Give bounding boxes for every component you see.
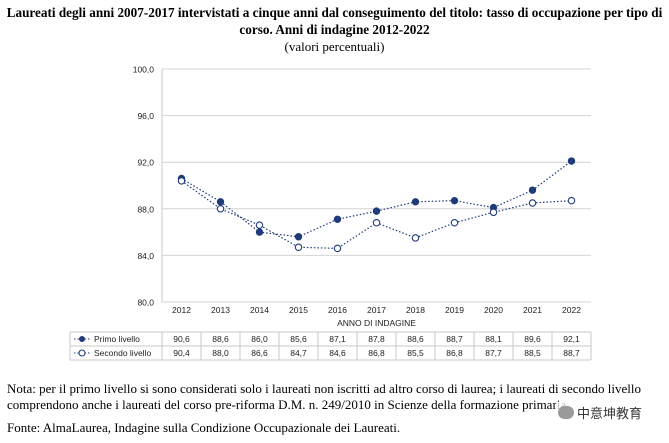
data-point-secondo-livello — [216, 205, 225, 213]
x-tick-label: 2015 — [289, 305, 308, 315]
x-tick-label: 2019 — [445, 305, 464, 315]
x-tick-label: 2017 — [367, 305, 386, 315]
data-label: 88,7 — [446, 334, 463, 344]
y-axis-ticks: 100,0 96,0 92,0 88,0 84,0 80,0 — [133, 65, 155, 308]
data-label: 88,6 — [212, 334, 229, 344]
data-point-secondo-livello — [333, 244, 342, 253]
data-point-secondo-livello — [489, 208, 498, 217]
x-tick-label: 2021 — [523, 305, 542, 315]
data-label: 86,8 — [446, 348, 463, 358]
data-point-primo-livello — [450, 196, 459, 205]
data-point-primo-livello — [567, 157, 576, 165]
data-label: 88,6 — [407, 334, 424, 344]
y-tick-label: 84,0 — [137, 251, 154, 261]
data-label: 92,1 — [563, 334, 580, 344]
data-label: 85,5 — [407, 348, 424, 358]
data-label: 88,1 — [485, 334, 502, 344]
chart-subtitle: (valori percentuali) — [284, 39, 385, 54]
legend-marker-secondo-livello — [78, 349, 86, 357]
data-point-primo-livello — [372, 207, 381, 215]
data-point-primo-livello — [528, 186, 537, 194]
footnote: Nota: per il primo livello si sono consi… — [7, 381, 641, 412]
x-tick-label: 2020 — [484, 305, 503, 315]
wechat-icon — [558, 406, 574, 419]
data-point-primo-livello — [411, 198, 420, 206]
data-label: 86,6 — [251, 348, 268, 358]
data-label: 89,6 — [524, 334, 541, 344]
source-note: Fonte: AlmaLaurea, Indagine sulla Condiz… — [7, 420, 401, 435]
y-tick-label: 100,0 — [133, 65, 155, 75]
y-tick-label: 80,0 — [137, 298, 154, 308]
legend-label: Primo livello — [94, 334, 140, 344]
x-axis-ticks: 2012 2013 2014 2015 2016 2017 2018 2019 2020 2021… — [172, 305, 581, 315]
data-point-secondo-livello — [567, 196, 576, 205]
x-tick-label: 2018 — [406, 305, 425, 315]
data-point-secondo-livello — [177, 177, 186, 185]
legend-marker-primo-livello — [79, 336, 85, 342]
data-point-secondo-livello — [411, 234, 420, 242]
data-point-secondo-livello — [450, 219, 459, 227]
x-tick-label: 2014 — [250, 305, 269, 315]
line-chart: 100,096,092,088,084,080,0 2012 2013 2014 20… — [69, 65, 592, 361]
y-tick-label: 88,0 — [137, 204, 154, 214]
x-tick-label: 2016 — [328, 305, 347, 315]
watermark: 中意坤教育 — [556, 403, 645, 422]
data-label: 87,8 — [368, 334, 385, 344]
x-tick-label: 2013 — [211, 305, 230, 315]
data-label: 87,1 — [329, 334, 346, 344]
watermark-text: 中意坤教育 — [577, 407, 643, 422]
data-label: 86,0 — [251, 334, 268, 344]
data-label: 84,6 — [329, 348, 346, 358]
series-line-1 — [181, 160, 572, 238]
data-point-secondo-livello — [528, 199, 537, 207]
y-tick-label: 92,0 — [137, 158, 154, 168]
data-point-secondo-livello — [255, 221, 264, 229]
x-axis-label: ANNO DI INDAGINE — [337, 318, 416, 328]
data-label: 85,6 — [290, 334, 307, 344]
series-lines — [177, 157, 576, 253]
data-table: Primo livello 90,6 88,6 86,0 85,6 87,1 87,8 88,… — [69, 331, 592, 361]
data-point-primo-livello — [255, 228, 264, 236]
data-point-primo-livello — [294, 233, 303, 241]
data-point-primo-livello — [333, 215, 342, 223]
data-label: 88,5 — [524, 348, 541, 358]
data-label: 90,4 — [173, 348, 190, 358]
data-label: 88,7 — [563, 348, 580, 358]
data-point-primo-livello — [216, 198, 225, 206]
x-tick-label: 2022 — [562, 305, 581, 315]
y-tick-label: 96,0 — [137, 111, 154, 121]
data-label: 87,7 — [485, 348, 502, 358]
data-point-secondo-livello — [372, 219, 381, 227]
grid — [161, 68, 591, 303]
data-label: 90,6 — [173, 334, 190, 344]
data-label: 84,7 — [290, 348, 307, 358]
data-label: 86,8 — [368, 348, 385, 358]
legend-label: Secondo livello — [94, 348, 151, 358]
data-label: 88,0 — [212, 348, 229, 358]
chart-title: Laureati degli anni 2007-2017 intervista… — [6, 5, 663, 37]
x-tick-label: 2012 — [172, 305, 191, 315]
data-point-secondo-livello — [294, 243, 303, 251]
